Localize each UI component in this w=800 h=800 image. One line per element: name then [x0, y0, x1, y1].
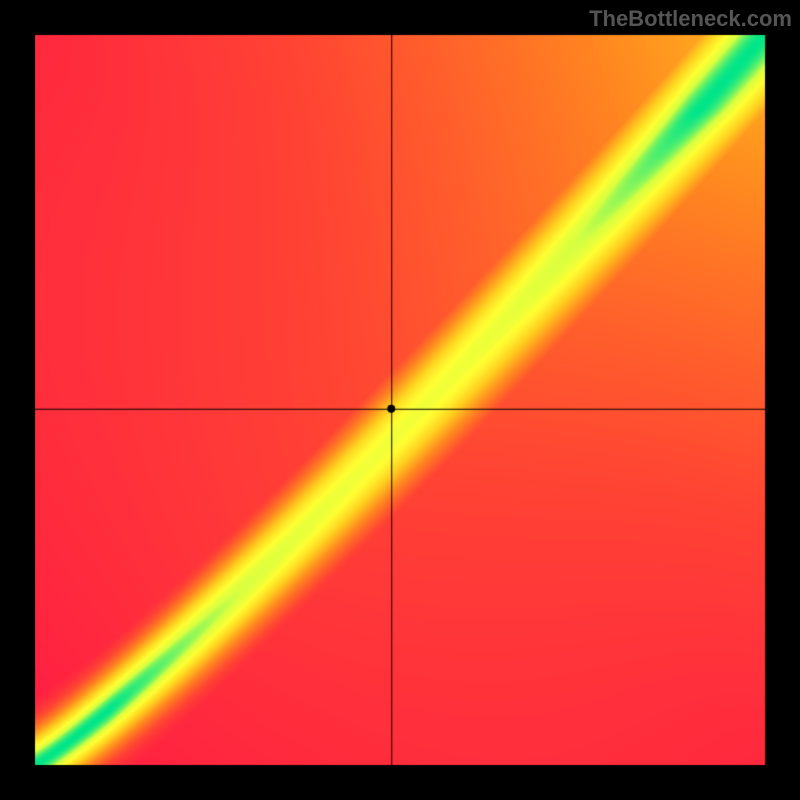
bottleneck-heatmap	[0, 0, 800, 800]
watermark-text: TheBottleneck.com	[589, 6, 792, 32]
chart-container: TheBottleneck.com	[0, 0, 800, 800]
